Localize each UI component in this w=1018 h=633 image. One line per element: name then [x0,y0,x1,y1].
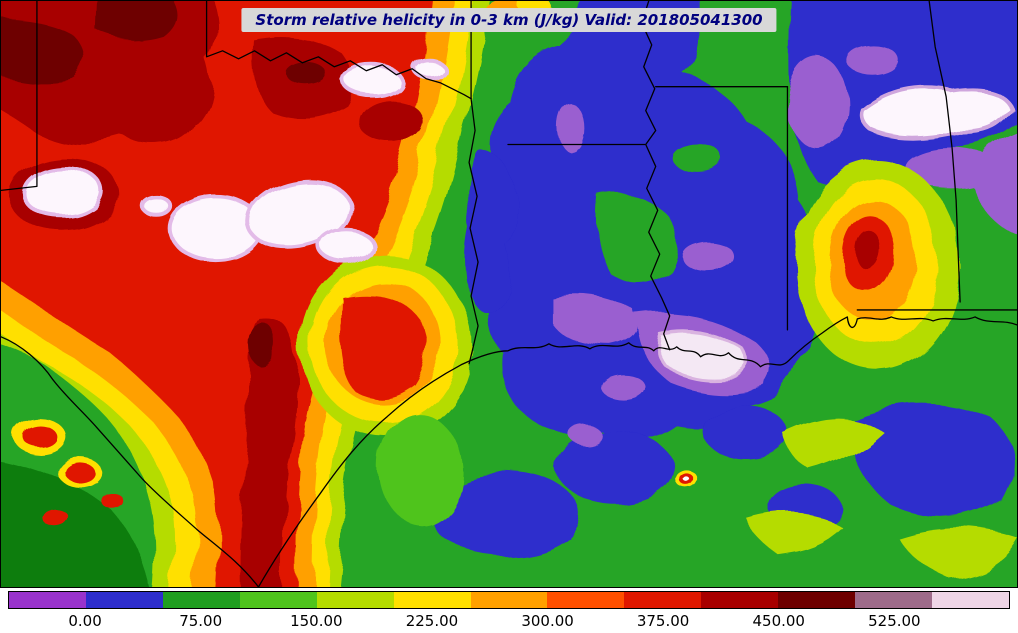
colorbar-tick-label: 375.00 [636,612,690,630]
colorbar-tick-labels: 0.00 75.00 150.00 225.00 300.00 375.00 450.00 5… [8,609,1010,631]
colorbar-segment [855,592,933,608]
colorbar-tick-label: 0.00 [68,612,102,630]
colorbar-segment [932,592,1009,608]
map-area: Storm relative helicity in 0-3 km (J/kg)… [0,0,1018,588]
colorbar-segment [624,592,702,608]
colorbar-segment [778,592,856,608]
colorbar-segment [701,592,779,608]
colorbar-segment [393,592,471,608]
colorbar-segment [316,592,394,608]
map-title-box: Storm relative helicity in 0-3 km (J/kg)… [241,8,777,32]
helicity-map-graphic [1,1,1017,587]
colorbar-tick-label: 150.00 [290,612,343,630]
colorbar-segment [239,592,317,608]
colorbar-tick-label: 225.00 [405,612,459,630]
colorbar-tick-label: 75.00 [179,612,223,630]
colorbar: 0.00 75.00 150.00 225.00 300.00 375.00 450.00 5… [8,591,1010,631]
map-title: Storm relative helicity in 0-3 km (J/kg)… [255,11,763,29]
colorbar-strip [8,591,1010,609]
colorbar-tick-label: 300.00 [521,612,574,630]
colorbar-tick-label: 525.00 [868,612,921,630]
colorbar-segment [85,592,163,608]
colorbar-tick-label: 450.00 [752,612,805,630]
colorbar-segment [547,592,625,608]
state-borders [1,1,1017,587]
colorbar-segment [162,592,240,608]
colorbar-segment [9,592,86,608]
colorbar-segment [470,592,548,608]
